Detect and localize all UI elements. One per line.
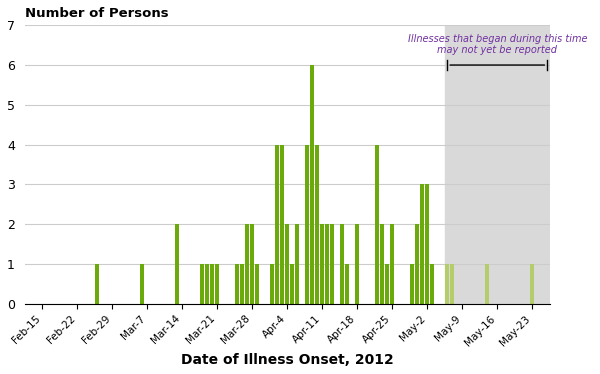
Bar [290,264,295,304]
Bar [200,264,205,304]
Bar [420,184,424,304]
Bar [255,264,259,304]
Bar [355,224,359,304]
Bar [310,65,314,304]
Bar [430,264,434,304]
Bar [215,264,220,304]
Bar [280,145,284,304]
Bar [530,264,535,304]
Bar [210,264,214,304]
Bar [380,224,385,304]
Bar [235,264,239,304]
Bar [340,224,344,304]
X-axis label: Date of Illness Onset, 2012: Date of Illness Onset, 2012 [181,353,394,367]
Bar [325,224,329,304]
Bar [345,264,349,304]
Text: Illnesses that began during this time
may not yet be reported: Illnesses that began during this time ma… [407,34,587,55]
Bar [275,145,280,304]
Bar [175,224,179,304]
Bar [95,264,100,304]
Bar [445,25,550,304]
Bar [270,264,274,304]
Bar [390,224,394,304]
Bar [240,264,244,304]
Bar [450,264,454,304]
Bar [425,184,430,304]
Bar [205,264,209,304]
Bar [140,264,145,304]
Bar [330,224,334,304]
Bar [245,224,250,304]
Bar [445,264,449,304]
Bar [415,224,419,304]
Text: Number of Persons: Number of Persons [25,7,168,20]
Bar [250,224,254,304]
Bar [295,224,299,304]
Bar [385,264,389,304]
Bar [315,145,319,304]
Bar [285,224,289,304]
Bar [485,264,490,304]
Bar [320,224,325,304]
Bar [375,145,379,304]
Bar [305,145,310,304]
Bar [410,264,415,304]
